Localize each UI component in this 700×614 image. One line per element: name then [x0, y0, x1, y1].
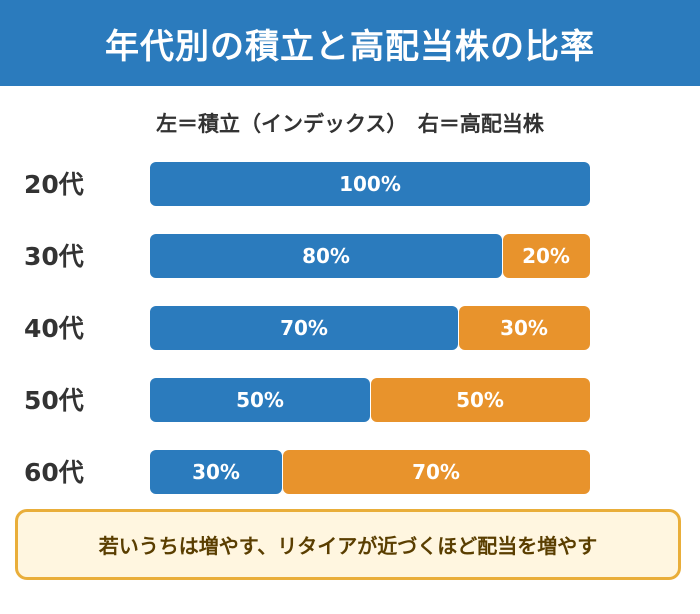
bar-row: 60代 30% 70% [24, 450, 590, 494]
bar-segment-right [459, 306, 590, 350]
row-label: 50代 [24, 386, 84, 415]
bar-row: 40代 70% 30% [24, 306, 590, 350]
bar-segment-right [503, 234, 590, 278]
legend-caption: 左＝積立（インデックス） 右＝高配当株 [156, 112, 544, 136]
bar-value-label: 50% [236, 388, 284, 412]
bar-segment-left [150, 378, 370, 422]
row-label: 60代 [24, 458, 84, 487]
bar-segment-left [150, 450, 282, 494]
bar-value-label: 70% [280, 316, 328, 340]
summary-note-text: 若いうちは増やす、リタイアが近づくほど配当を増やす [98, 534, 598, 558]
row-label: 20代 [24, 170, 84, 199]
bar-value-label: 80% [302, 244, 350, 268]
chart-title-banner: 年代別の積立と高配当株の比率 [0, 0, 700, 86]
bar-value-label: 100% [339, 172, 401, 196]
bar-segment-left [150, 234, 502, 278]
bar-segment-right [283, 450, 590, 494]
bar-value-label: 70% [412, 460, 460, 484]
row-label: 30代 [24, 242, 84, 271]
bar-value-label: 30% [192, 460, 240, 484]
bar-row: 30代 80% 20% [24, 234, 590, 278]
row-label: 40代 [24, 314, 84, 343]
bar-value-label: 30% [500, 316, 548, 340]
bar-row: 20代 100% [24, 162, 590, 206]
bar-segment-left [150, 162, 590, 206]
chart-title: 年代別の積立と高配当株の比率 [105, 26, 595, 67]
bar-value-label: 20% [522, 244, 570, 268]
bar-row: 50代 50% 50% [24, 378, 590, 422]
bar-segment-left [150, 306, 458, 350]
bar-value-label: 50% [456, 388, 504, 412]
bar-segment-right [371, 378, 590, 422]
summary-note-box: 若いうちは増やす、リタイアが近づくほど配当を増やす [15, 509, 681, 580]
